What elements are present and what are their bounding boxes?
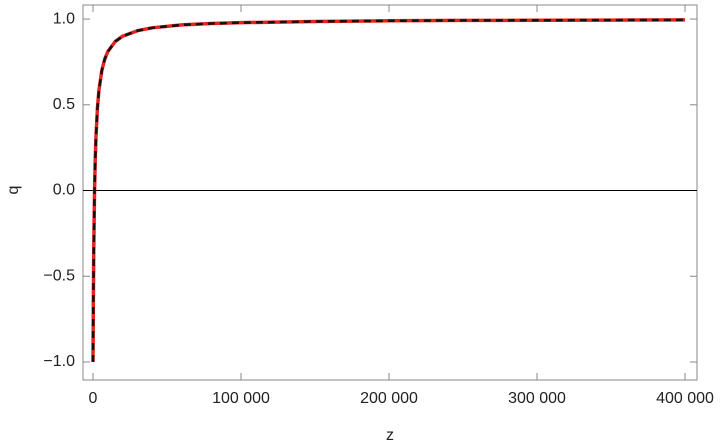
y-tick-label: −1.0 xyxy=(43,353,75,370)
y-tick-label: 0.5 xyxy=(53,96,75,113)
data-line xyxy=(91,18,686,363)
x-axis-label: z xyxy=(386,427,394,444)
x-tick-label: 100 000 xyxy=(212,390,270,407)
y-tick-label: 0.0 xyxy=(53,182,75,199)
plot-frame xyxy=(82,4,698,381)
y-tick-label: 1.0 xyxy=(53,10,75,27)
x-tick-label: 200 000 xyxy=(360,390,418,407)
x-tick-label: 400 000 xyxy=(656,390,714,407)
x-tick-label: 0 xyxy=(89,390,98,407)
x-tick-label: 300 000 xyxy=(508,390,566,407)
y-tick-label: −0.5 xyxy=(43,267,75,284)
y-axis-label: q xyxy=(5,186,22,195)
